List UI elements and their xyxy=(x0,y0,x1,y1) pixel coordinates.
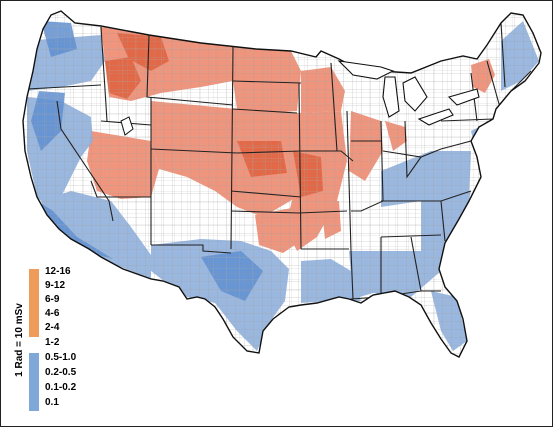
great-lakes xyxy=(337,60,480,126)
legend-low-color-bar xyxy=(29,353,39,411)
legend-high-color-bar xyxy=(29,269,39,337)
legend-label-0.1-0.2: 0.1-0.2 xyxy=(45,382,77,393)
legend-label-9-12: 9-12 xyxy=(45,280,66,291)
legend-label-4-6: 4-6 xyxy=(45,308,60,319)
legend: 1 Rad = 10 mSv 12-16 9-12 6-9 4-6 2-4 1-… xyxy=(11,263,91,413)
legend-label-1-2: 1-2 xyxy=(45,337,60,348)
legend-label-12-16: 12-16 xyxy=(45,266,71,277)
legend-label-2-4: 2-4 xyxy=(45,322,60,333)
legend-label-0.2-0.5: 0.2-0.5 xyxy=(45,367,77,378)
legend-label-6-9: 6-9 xyxy=(45,294,60,305)
great-salt-lake xyxy=(120,116,134,136)
legend-label-0.1: 0.1 xyxy=(45,397,59,408)
legend-label-0.5-1.0: 0.5-1.0 xyxy=(45,352,77,363)
legend-unit-label: 1 Rad = 10 mSv xyxy=(14,303,25,377)
